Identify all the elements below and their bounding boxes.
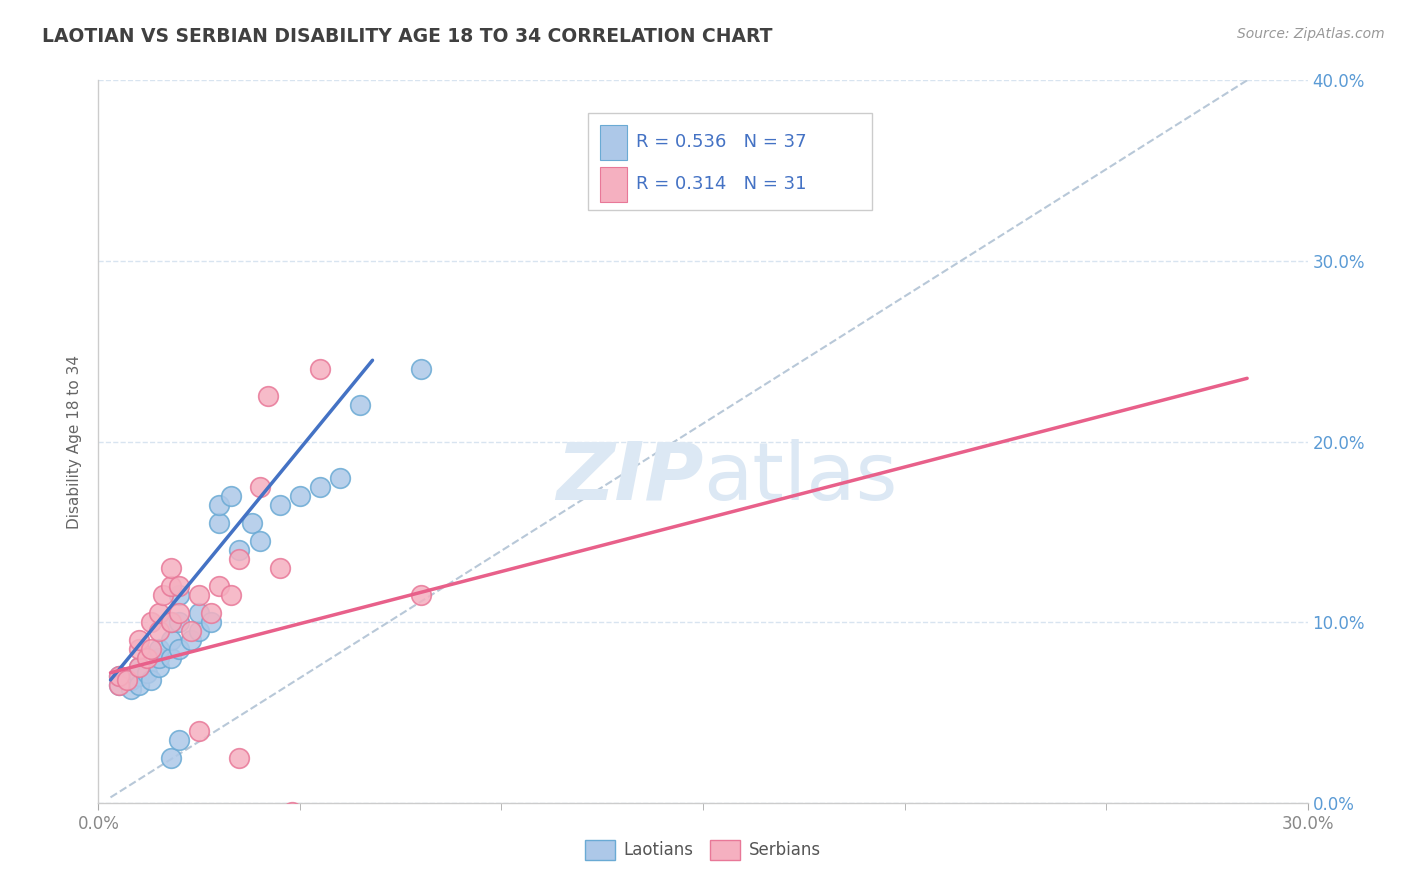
Point — [228, 552, 250, 566]
Point — [167, 642, 190, 657]
Point — [135, 651, 157, 665]
Point — [148, 642, 170, 657]
Point — [249, 480, 271, 494]
Point — [188, 606, 211, 620]
FancyBboxPatch shape — [588, 112, 872, 211]
Point — [409, 588, 432, 602]
Point — [329, 471, 352, 485]
Point — [309, 362, 332, 376]
Point — [228, 542, 250, 557]
Point — [139, 642, 162, 657]
Point — [148, 606, 170, 620]
Point — [221, 588, 243, 602]
Point — [200, 615, 222, 630]
Point — [409, 362, 432, 376]
Point — [152, 588, 174, 602]
Point — [288, 489, 311, 503]
Point — [115, 673, 138, 687]
Point — [188, 624, 211, 639]
Point — [167, 588, 190, 602]
Point — [128, 633, 150, 648]
Point — [107, 678, 129, 692]
Point — [160, 633, 183, 648]
Text: ZIP: ZIP — [555, 439, 703, 516]
Point — [160, 615, 183, 630]
Text: LAOTIAN VS SERBIAN DISABILITY AGE 18 TO 34 CORRELATION CHART: LAOTIAN VS SERBIAN DISABILITY AGE 18 TO … — [42, 27, 773, 45]
Point — [240, 516, 263, 530]
Point — [160, 561, 183, 575]
Point — [188, 723, 211, 738]
Y-axis label: Disability Age 18 to 34: Disability Age 18 to 34 — [67, 354, 83, 529]
Point — [309, 480, 332, 494]
Point — [208, 516, 231, 530]
Point — [188, 588, 211, 602]
Point — [349, 398, 371, 412]
Point — [139, 673, 162, 687]
Point — [160, 615, 183, 630]
Point — [148, 651, 170, 665]
Point — [107, 669, 129, 683]
Point — [167, 579, 190, 593]
Text: atlas: atlas — [703, 439, 897, 516]
Text: R = 0.536   N = 37: R = 0.536 N = 37 — [637, 134, 807, 152]
Point — [139, 615, 162, 630]
Point — [228, 750, 250, 764]
Point — [107, 678, 129, 692]
Point — [256, 389, 278, 403]
Point — [221, 489, 243, 503]
Point — [281, 805, 304, 819]
Text: R = 0.314   N = 31: R = 0.314 N = 31 — [637, 176, 807, 194]
Point — [148, 660, 170, 674]
Point — [128, 678, 150, 692]
Point — [200, 606, 222, 620]
Point — [269, 498, 291, 512]
Point — [249, 533, 271, 548]
Legend: Laotians, Serbians: Laotians, Serbians — [579, 833, 827, 867]
Point — [180, 633, 202, 648]
Point — [128, 669, 150, 683]
FancyBboxPatch shape — [600, 125, 627, 160]
Point — [148, 624, 170, 639]
Point — [167, 606, 190, 620]
Point — [208, 498, 231, 512]
Point — [107, 669, 129, 683]
Point — [135, 665, 157, 680]
Text: Source: ZipAtlas.com: Source: ZipAtlas.com — [1237, 27, 1385, 41]
Point — [208, 579, 231, 593]
Point — [160, 750, 183, 764]
Point — [160, 579, 183, 593]
Point — [176, 814, 198, 828]
Point — [180, 624, 202, 639]
Point — [167, 615, 190, 630]
Point — [120, 681, 142, 696]
Point — [269, 561, 291, 575]
FancyBboxPatch shape — [600, 167, 627, 202]
Point — [167, 732, 190, 747]
Point — [128, 642, 150, 657]
Point — [128, 660, 150, 674]
Point — [120, 673, 142, 687]
Point — [160, 651, 183, 665]
Point — [128, 660, 150, 674]
